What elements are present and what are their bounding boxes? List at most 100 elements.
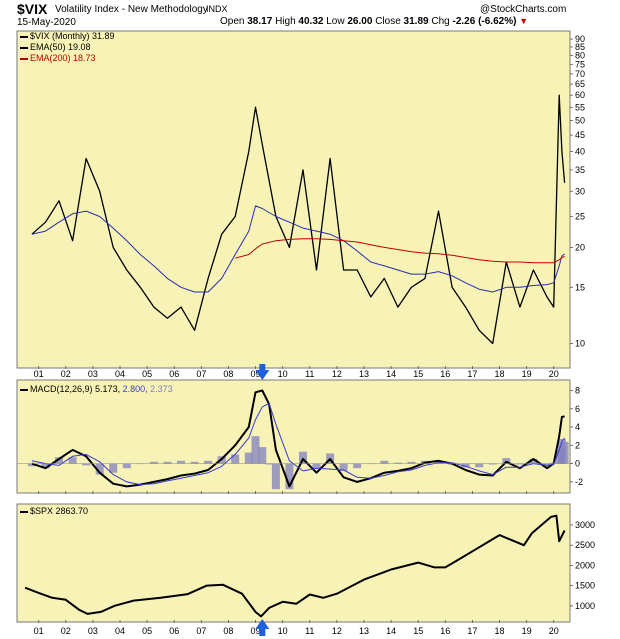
y-tick-label: 40 bbox=[575, 146, 585, 156]
symbol: $VIX bbox=[17, 1, 48, 17]
open-label: Open bbox=[220, 16, 245, 27]
y-tick-label: 55 bbox=[575, 102, 585, 112]
legend-macd-prefix: MACD(12,26,9) bbox=[30, 384, 93, 394]
y-tick-label: 75 bbox=[575, 59, 585, 69]
x-tick-label: 04 bbox=[115, 369, 125, 379]
spx-swatch bbox=[20, 510, 28, 513]
y-tick-label: 80 bbox=[575, 50, 585, 60]
y-tick-label: 10 bbox=[575, 339, 585, 349]
chg-label: Chg bbox=[431, 16, 450, 27]
histogram-bar bbox=[488, 463, 497, 465]
x-tick-label: 11 bbox=[305, 369, 314, 379]
x-tick-label: 12 bbox=[332, 626, 342, 636]
y-tick-label: 4 bbox=[575, 422, 580, 432]
y-tick-label: 30 bbox=[575, 186, 585, 196]
histogram-bar bbox=[515, 463, 524, 465]
legend-macd-value: 5.173, bbox=[95, 384, 121, 394]
y-tick-label: 0 bbox=[575, 459, 580, 469]
ema50-line bbox=[31, 205, 565, 293]
vix-plot bbox=[31, 94, 566, 345]
histogram-bar bbox=[251, 436, 260, 464]
histogram-bar bbox=[122, 463, 131, 469]
histogram-bar bbox=[190, 461, 199, 464]
histogram-bar bbox=[68, 457, 77, 464]
histogram-bar bbox=[55, 457, 63, 464]
close-value: 31.89 bbox=[403, 16, 429, 27]
x-tick-label: 19 bbox=[522, 369, 532, 379]
y-tick-label: 65 bbox=[575, 79, 585, 89]
histogram-bar bbox=[475, 463, 484, 468]
legend-macd-hist: 2.373 bbox=[150, 384, 173, 394]
x-tick-label: 02 bbox=[61, 626, 71, 636]
y-tick-label: 85 bbox=[575, 42, 585, 52]
legend-ema200-text: EMA(200) 18.73 bbox=[30, 53, 96, 63]
close-label: Close bbox=[375, 16, 401, 27]
copyright[interactable]: @StockCharts.com bbox=[480, 4, 567, 15]
x-tick-label: 09 bbox=[251, 626, 261, 636]
x-tick-label: 15 bbox=[413, 626, 423, 636]
y-tick-label: 1000 bbox=[575, 601, 595, 611]
legend-spx-text: $SPX 2863.70 bbox=[30, 506, 89, 516]
histogram-bar bbox=[27, 463, 36, 467]
arrow-down-icon bbox=[255, 370, 270, 380]
x-tick-label: 04 bbox=[115, 626, 125, 636]
ema200-swatch bbox=[20, 57, 28, 60]
histogram-bar bbox=[285, 463, 294, 490]
spx-line bbox=[24, 514, 566, 618]
histogram-bar bbox=[560, 441, 569, 464]
x-tick-label: 13 bbox=[359, 369, 369, 379]
histogram-bar bbox=[353, 463, 362, 469]
histogram-bar bbox=[271, 463, 280, 490]
y-tick-label: 3000 bbox=[575, 520, 595, 530]
y-tick-label: 8 bbox=[575, 386, 580, 396]
x-tick-label: 15 bbox=[413, 369, 423, 379]
x-tick-label: 08 bbox=[223, 369, 233, 379]
x-tick-label: 20 bbox=[549, 626, 559, 636]
ohlc-summary: Open 38.17 High 40.32 Low 26.00 Close 31… bbox=[220, 16, 528, 27]
y-tick-label: 35 bbox=[575, 165, 585, 175]
chg-value: -2.26 (-6.62%) bbox=[452, 16, 517, 27]
ema50-swatch bbox=[20, 46, 28, 49]
histogram-bar bbox=[231, 454, 240, 464]
y-tick-label: -2 bbox=[575, 477, 583, 487]
x-tick-label: 20 bbox=[549, 369, 559, 379]
legend-ema200: EMA(200) 18.73 bbox=[20, 53, 96, 63]
histogram-bar bbox=[109, 463, 118, 473]
spx-panel bbox=[16, 503, 571, 623]
open-value: 38.17 bbox=[247, 16, 273, 27]
low-label: Low bbox=[326, 16, 345, 27]
y-tick-label: 15 bbox=[575, 282, 585, 292]
histogram-bar bbox=[163, 461, 172, 464]
y-tick-label: 90 bbox=[575, 34, 585, 44]
histogram-bar bbox=[204, 460, 213, 464]
histogram-bar bbox=[461, 463, 470, 468]
x-tick-label: 11 bbox=[305, 626, 314, 636]
y-tick-label: 1500 bbox=[575, 581, 595, 591]
histogram-bar bbox=[265, 463, 274, 465]
high-value: 40.32 bbox=[298, 16, 324, 27]
y-tick-label: 45 bbox=[575, 130, 585, 140]
axes: 1015202530354045505560657075808590-20246… bbox=[34, 34, 595, 636]
x-tick-label: 12 bbox=[332, 369, 342, 379]
histogram-bar bbox=[366, 463, 375, 465]
x-tick-label: 09 bbox=[251, 369, 261, 379]
y-tick-label: 50 bbox=[575, 116, 585, 126]
arrow-up-icon bbox=[255, 619, 270, 629]
histogram-bar bbox=[380, 460, 389, 464]
legend-macd: MACD(12,26,9) 5.173, 2.800, 2.373 bbox=[20, 384, 173, 394]
y-tick-label: 60 bbox=[575, 90, 585, 100]
macd-line bbox=[31, 389, 565, 488]
x-tick-label: 03 bbox=[88, 626, 98, 636]
x-tick-label: 14 bbox=[386, 369, 396, 379]
x-tick-label: 16 bbox=[440, 369, 450, 379]
spx-plot bbox=[24, 514, 566, 618]
markers bbox=[255, 364, 270, 636]
x-tick-label: 19 bbox=[522, 626, 532, 636]
x-tick-label: 06 bbox=[169, 626, 179, 636]
x-tick-label: 01 bbox=[34, 369, 44, 379]
vix-panel bbox=[16, 30, 571, 369]
y-tick-label: 2500 bbox=[575, 540, 595, 550]
x-tick-label: 02 bbox=[61, 369, 71, 379]
macd-swatch bbox=[20, 388, 28, 391]
